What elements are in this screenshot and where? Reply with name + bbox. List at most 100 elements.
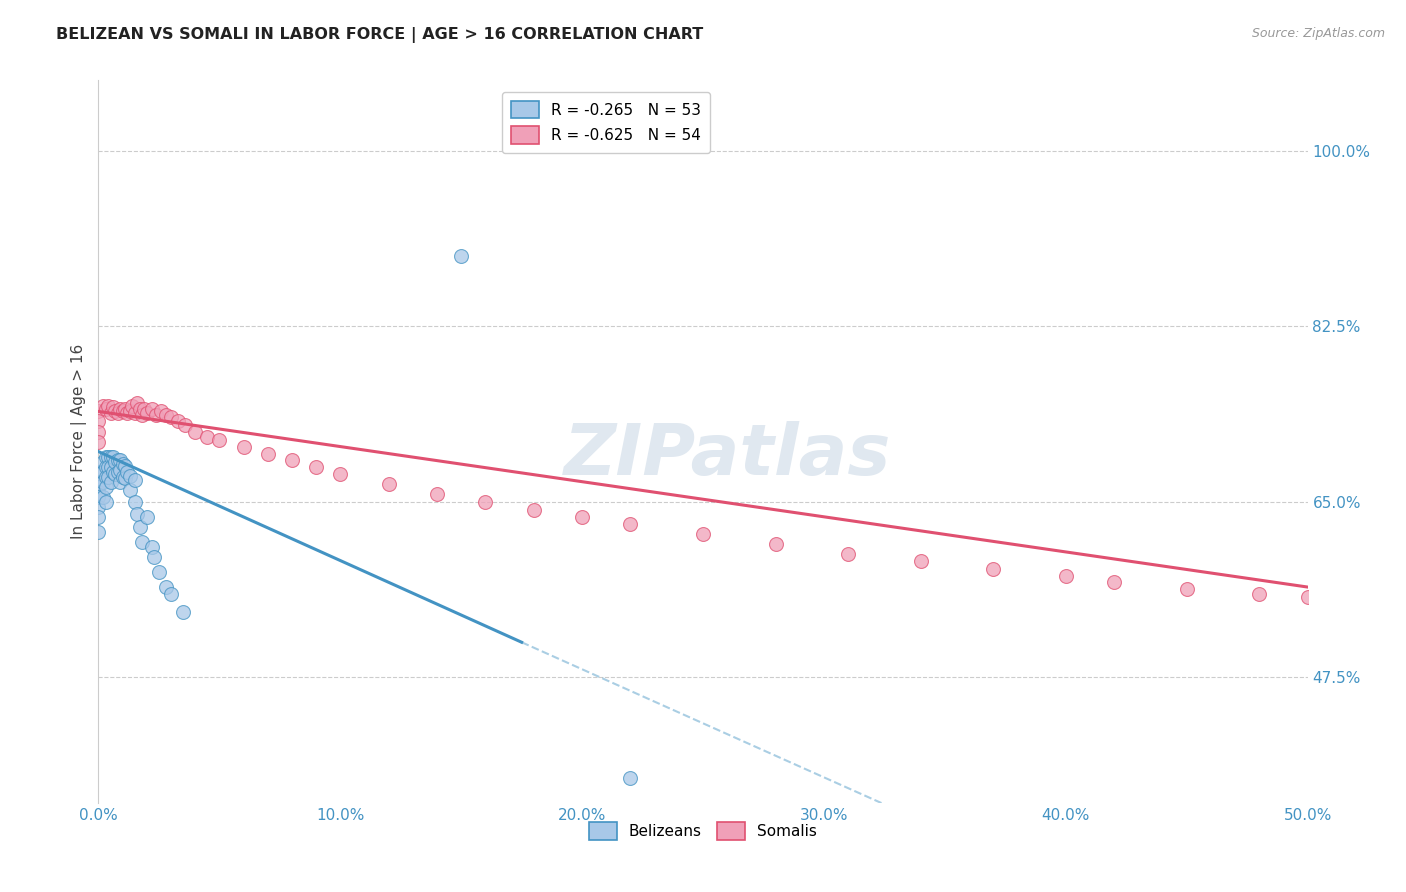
- Point: [104, 467, 127, 481]
- Point: [111, 457, 134, 471]
- Point: [87, 425, 110, 439]
- Point: [100, 475, 122, 489]
- Point: [1175, 582, 1198, 596]
- Point: [619, 771, 641, 785]
- Point: [108, 452, 131, 467]
- Point: [114, 402, 136, 417]
- Point: [124, 494, 146, 508]
- Point: [426, 487, 449, 501]
- Point: [87, 475, 110, 489]
- Point: [692, 526, 714, 541]
- Point: [305, 459, 328, 474]
- Point: [150, 404, 173, 418]
- Point: [1054, 569, 1077, 583]
- Point: [155, 580, 177, 594]
- Point: [108, 462, 131, 476]
- Point: [100, 450, 122, 464]
- Point: [117, 407, 139, 421]
- Point: [107, 407, 129, 421]
- Point: [1102, 575, 1125, 590]
- Point: [117, 465, 139, 479]
- Point: [100, 459, 122, 474]
- Point: [91, 455, 114, 469]
- Point: [87, 480, 110, 494]
- Point: [141, 402, 163, 417]
- Point: [104, 404, 127, 418]
- Point: [87, 434, 110, 449]
- Point: [232, 440, 254, 454]
- Point: [281, 452, 304, 467]
- Point: [87, 465, 110, 479]
- Point: [118, 483, 141, 497]
- Point: [91, 475, 114, 489]
- Point: [87, 509, 110, 524]
- Point: [114, 471, 136, 485]
- Text: ZIPatlas: ZIPatlas: [564, 422, 891, 491]
- Point: [329, 467, 352, 481]
- Point: [765, 537, 787, 551]
- Point: [101, 450, 124, 464]
- Point: [101, 465, 124, 479]
- Point: [143, 549, 166, 564]
- Point: [135, 509, 157, 524]
- Point: [148, 565, 170, 579]
- Point: [94, 469, 117, 483]
- Point: [108, 402, 131, 417]
- Text: Source: ZipAtlas.com: Source: ZipAtlas.com: [1251, 27, 1385, 40]
- Point: [134, 402, 156, 417]
- Point: [571, 509, 593, 524]
- Point: [523, 503, 546, 517]
- Point: [91, 490, 114, 504]
- Point: [256, 447, 278, 461]
- Point: [94, 494, 117, 508]
- Point: [94, 402, 117, 417]
- Point: [160, 410, 183, 425]
- Point: [124, 473, 146, 487]
- Point: [184, 425, 207, 439]
- Point: [208, 433, 231, 447]
- Point: [167, 414, 190, 429]
- Point: [87, 490, 110, 504]
- Point: [131, 535, 153, 549]
- Point: [91, 400, 114, 414]
- Point: [94, 459, 117, 474]
- Point: [114, 458, 136, 473]
- Text: BELIZEAN VS SOMALI IN LABOR FORCE | AGE > 16 CORRELATION CHART: BELIZEAN VS SOMALI IN LABOR FORCE | AGE …: [56, 27, 703, 43]
- Point: [127, 396, 149, 410]
- Point: [118, 404, 141, 418]
- Point: [141, 540, 163, 554]
- Point: [118, 468, 141, 483]
- Point: [377, 476, 399, 491]
- Point: [91, 465, 114, 479]
- Point: [121, 400, 143, 414]
- Point: [97, 400, 120, 414]
- Point: [94, 450, 117, 464]
- Point: [837, 547, 859, 561]
- Point: [97, 450, 120, 464]
- Point: [97, 459, 120, 474]
- Point: [155, 409, 177, 423]
- Point: [474, 494, 496, 508]
- Point: [107, 452, 129, 467]
- Point: [128, 520, 150, 534]
- Point: [910, 554, 932, 568]
- Point: [97, 469, 120, 483]
- Point: [450, 249, 472, 263]
- Point: [195, 429, 218, 443]
- Point: [145, 409, 167, 423]
- Point: [87, 524, 110, 539]
- Point: [172, 605, 194, 619]
- Point: [87, 500, 110, 514]
- Point: [1296, 590, 1319, 604]
- Point: [111, 469, 134, 483]
- Point: [107, 465, 129, 479]
- Point: [100, 407, 122, 421]
- Point: [131, 409, 153, 423]
- Point: [160, 587, 183, 601]
- Point: [87, 484, 110, 499]
- Point: [101, 401, 124, 415]
- Point: [174, 418, 197, 433]
- Point: [87, 404, 110, 418]
- Point: [127, 507, 149, 521]
- Legend: Belizeans, Somalis: Belizeans, Somalis: [583, 816, 823, 846]
